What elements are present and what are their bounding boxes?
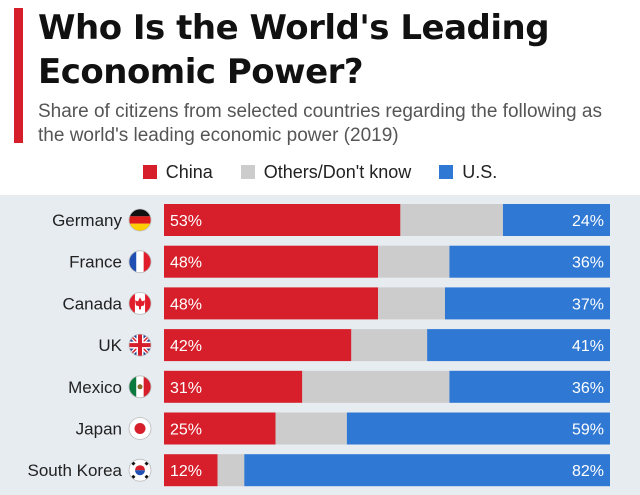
legend-item-china: China: [142, 161, 213, 183]
bar-segment-others: [217, 454, 245, 487]
chart-title: Who Is the World's Leading Economic Powe…: [38, 8, 550, 92]
bar-segment-china: [164, 454, 218, 487]
value-label-china: 25%: [170, 422, 202, 439]
category-label: Japan: [76, 420, 122, 439]
value-label-china: 42%: [170, 338, 202, 355]
bar-row-canada: Canada 48% 37%: [62, 287, 610, 320]
value-label-us: 36%: [572, 255, 604, 272]
legend-item-us: U.S.: [439, 162, 497, 183]
chart-subtitle: Share of citizens from selected countrie…: [38, 101, 602, 146]
legend-label-us: U.S.: [462, 161, 498, 182]
mexico-flag-icon: [128, 375, 152, 399]
value-label-china: 53%: [170, 213, 202, 230]
category-label: UK: [98, 336, 122, 355]
bar-segment-others: [400, 204, 503, 236]
category-label: Germany: [52, 211, 122, 230]
category-label: Mexico: [68, 378, 122, 397]
legend-label-others: Others/Don't know: [263, 161, 412, 182]
japan-flag-icon: [128, 417, 152, 440]
bar-segment-china: [164, 370, 303, 403]
bar-segment-us: [427, 329, 610, 362]
bar-row-germany: Germany 53% 24%: [52, 204, 610, 236]
value-label-us: 59%: [572, 422, 604, 439]
bar-row-uk: UK 42% 41%: [98, 329, 610, 362]
legend-swatch-others: [240, 165, 255, 179]
value-label-us: 24%: [572, 213, 604, 230]
bar-segment-us: [502, 204, 610, 236]
value-label-us: 41%: [572, 338, 604, 355]
bar-segment-us: [244, 454, 610, 487]
france-flag-icon: [128, 250, 152, 274]
category-label: South Korea: [27, 461, 122, 480]
bar-segment-china: [164, 412, 276, 445]
bar-segment-others: [302, 370, 450, 403]
bar-row-japan: Japan 25% 59%: [76, 412, 610, 445]
bar-segment-others: [378, 245, 450, 278]
value-label-us: 37%: [572, 296, 604, 313]
bar-segment-china: [164, 245, 379, 278]
chart-area: Germany 53% 24% France 48% 36% Canada 48% 37% UK 4…: [0, 195, 640, 495]
value-label-china: 48%: [170, 255, 202, 272]
bar-row-france: France 48% 36%: [69, 245, 610, 278]
bar-segment-others: [378, 287, 445, 320]
stacked-bar-chart: Germany 53% 24% France 48% 36% Canada 48% 37% UK 4…: [27, 204, 610, 487]
value-label-china: 12%: [170, 463, 202, 480]
south-korea-flag-icon: [128, 458, 152, 482]
bar-segment-us: [449, 245, 610, 278]
bar-segment-china: [164, 204, 401, 236]
legend-swatch-china: [142, 165, 157, 179]
bar-row-mexico: Mexico 31% 36%: [68, 370, 610, 403]
value-label-china: 48%: [170, 296, 202, 313]
bar-segment-china: [164, 329, 352, 362]
uk-flag-icon: [128, 333, 152, 357]
legend-item-others: Others/Don't know: [240, 161, 412, 183]
title-accent-bar: [14, 8, 23, 143]
legend-swatch-us: [439, 165, 454, 179]
legend-label-china: China: [165, 161, 213, 182]
bar-segment-us: [449, 370, 610, 403]
bar-segment-us: [346, 412, 610, 445]
bar-segment-china: [164, 287, 379, 320]
canada-flag-icon: [128, 292, 152, 315]
bar-segment-others: [275, 412, 347, 445]
bar-segment-others: [351, 329, 428, 362]
category-label: Canada: [62, 294, 122, 313]
bar-row-south-korea: South Korea 12% 82%: [27, 454, 610, 487]
germany-flag-icon: [128, 208, 152, 232]
value-label-us: 36%: [572, 380, 604, 397]
value-label-us: 82%: [572, 463, 604, 480]
bar-segment-us: [444, 287, 610, 320]
value-label-china: 31%: [170, 380, 202, 397]
category-label: France: [69, 253, 122, 272]
legend: China Others/Don't know U.S.: [0, 160, 640, 184]
